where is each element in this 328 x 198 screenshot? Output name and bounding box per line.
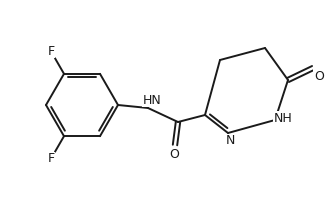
Text: O: O xyxy=(169,148,179,161)
Text: O: O xyxy=(314,69,324,83)
Text: F: F xyxy=(48,45,54,58)
Text: HN: HN xyxy=(143,93,161,107)
Text: F: F xyxy=(48,152,54,165)
Text: N: N xyxy=(225,134,235,148)
Text: NH: NH xyxy=(274,111,292,125)
